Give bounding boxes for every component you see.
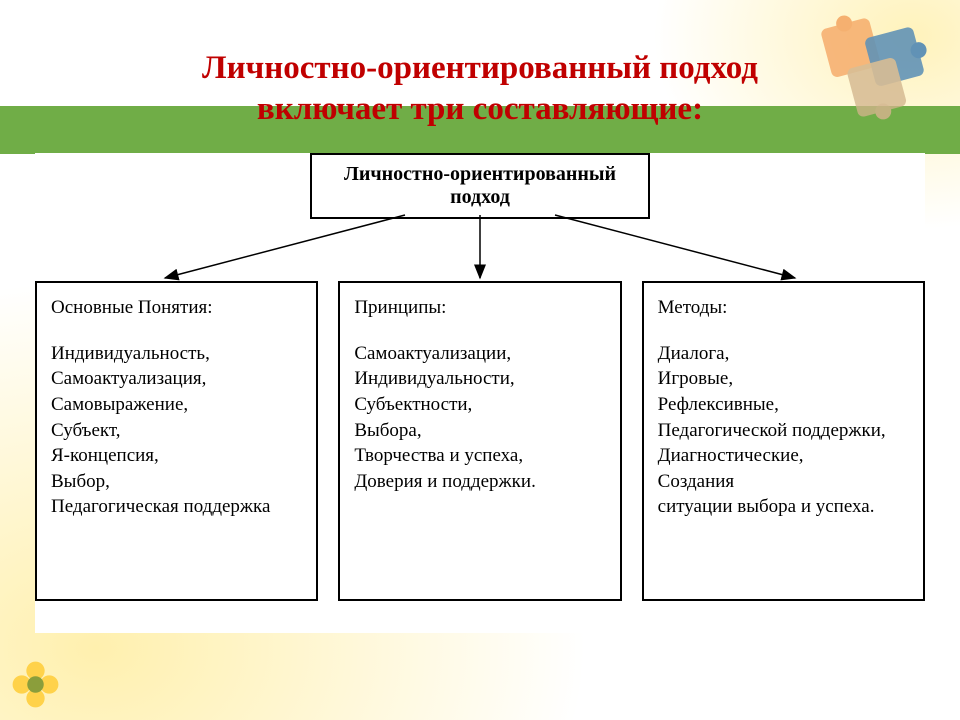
child-items: Самоактуализации, Индивидуальности, Субъ…: [354, 341, 605, 495]
title-line-1: Личностно-ориентированный подход: [0, 50, 960, 87]
tree-diagram: Личностно-ориентированный подход Основны…: [35, 153, 925, 633]
root-node: Личностно-ориентированный подход: [310, 153, 650, 219]
child-nodes-row: Основные Понятия: Индивидуальность, Само…: [35, 281, 925, 601]
child-node-principles: Принципы: Самоактуализации, Индивидуальн…: [338, 281, 621, 601]
slide-title: Личностно-ориентированный подход: [0, 0, 960, 87]
child-heading: Принципы:: [354, 295, 605, 321]
child-items: Индивидуальность, Самоактуализация, Само…: [51, 341, 302, 520]
flower-decor-icon: [8, 657, 63, 712]
child-node-concepts: Основные Понятия: Индивидуальность, Само…: [35, 281, 318, 601]
child-heading: Основные Понятия:: [51, 295, 302, 321]
title-line-2: включает три составляющие:: [0, 91, 960, 128]
child-items: Диалога, Игровые, Рефлексивные, Педагоги…: [658, 341, 909, 520]
tree-arrows: [35, 213, 925, 283]
child-heading: Методы:: [658, 295, 909, 321]
child-node-methods: Методы: Диалога, Игровые, Рефлексивные, …: [642, 281, 925, 601]
